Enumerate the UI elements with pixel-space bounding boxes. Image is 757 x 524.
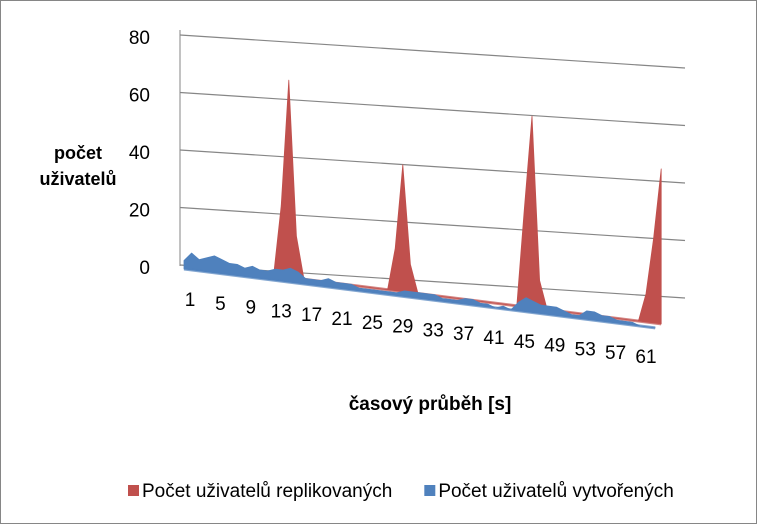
- area: [183, 252, 656, 329]
- y-tick-label: 20: [129, 201, 150, 222]
- area-edge: [183, 267, 656, 330]
- x-axis-title: časový průběh [s]: [349, 394, 512, 415]
- x-tick-label: 29: [392, 317, 413, 338]
- x-tick-label: 53: [575, 339, 596, 360]
- legend-swatch: [424, 485, 436, 496]
- x-tick-label: 13: [271, 301, 292, 322]
- x-tick-label: 37: [453, 324, 474, 345]
- y-tick-label: 80: [129, 28, 150, 49]
- y-tick-label: 60: [129, 86, 150, 107]
- y-axis-title: počet uživatelů: [39, 143, 117, 189]
- x-tick-label: 49: [544, 336, 565, 357]
- y-tick-label: 0: [139, 258, 150, 279]
- x-tick-label: 17: [301, 305, 322, 326]
- legend-label: Počet uživatelů vytvořených: [438, 481, 674, 502]
- grid-line: [179, 91, 686, 127]
- x-tick-label: 1: [185, 290, 196, 311]
- x-tick-label: 61: [635, 347, 656, 368]
- x-tick-label: 25: [362, 313, 383, 334]
- grid-line: [179, 206, 686, 242]
- x-tick-label: 33: [423, 320, 444, 341]
- x-tick-label: 57: [605, 343, 626, 364]
- legend-label: Počet uživatelů replikovaných: [142, 481, 392, 502]
- grid-line: [179, 149, 686, 184]
- x-tick-label: 45: [514, 332, 535, 353]
- x-tick-label: 21: [331, 309, 352, 330]
- y-tick-label: 40: [129, 143, 150, 164]
- x-tick-label: 41: [483, 328, 504, 349]
- grid-line: [179, 34, 686, 69]
- legend-swatch: [128, 485, 139, 496]
- x-tick-label: 5: [215, 294, 226, 315]
- x-tick-label: 9: [246, 298, 257, 319]
